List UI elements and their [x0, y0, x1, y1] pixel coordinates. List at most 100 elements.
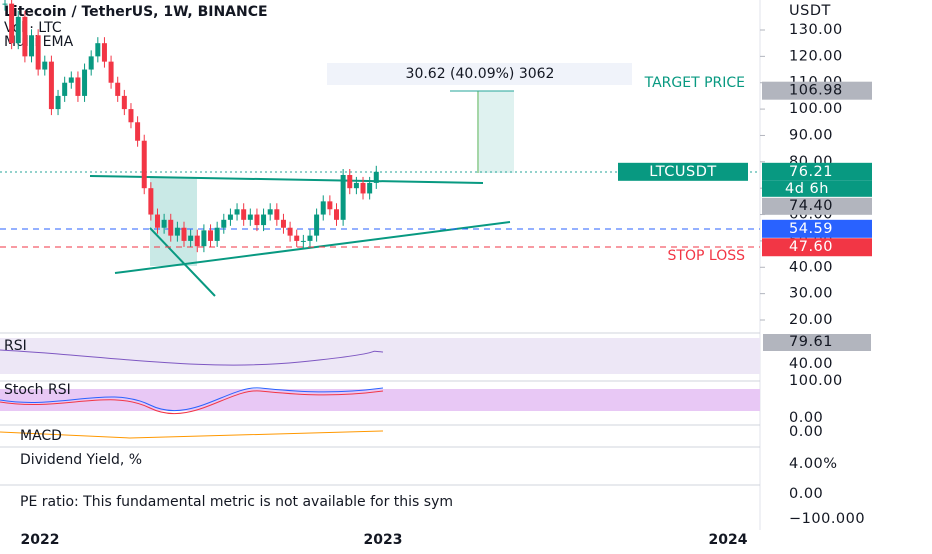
stop-text: STOP LOSS — [668, 248, 746, 264]
symbol-tag-bg — [618, 162, 748, 181]
candle — [168, 219, 174, 236]
rsi-value: 79.61 — [789, 334, 833, 350]
candle — [280, 219, 286, 228]
axis-unit: USDT — [789, 3, 831, 19]
candle — [68, 77, 74, 83]
stoch-line — [0, 387, 384, 411]
candle — [294, 235, 300, 241]
candle — [373, 171, 379, 183]
price-tick-label: 20.00 — [789, 312, 833, 328]
macd-tick: 0.00 — [789, 424, 823, 440]
symbol-title: Litecoin / TetherUS, 1W, BINANCE — [4, 4, 268, 20]
stoch-tick: 0.00 — [789, 410, 823, 426]
pane-title: MACD — [20, 428, 62, 444]
candle — [29, 35, 35, 57]
candle — [267, 209, 273, 215]
rsi-tick: 40.00 — [789, 356, 833, 372]
candle — [2, 3, 8, 5]
candle — [340, 175, 346, 220]
resistance-line — [89, 175, 484, 184]
candle — [347, 175, 353, 189]
rsi-badge — [763, 334, 871, 351]
candle — [82, 69, 88, 96]
stoch-band — [0, 389, 760, 411]
candle — [154, 214, 160, 228]
candle — [334, 209, 339, 220]
candle — [353, 182, 359, 189]
time-label: 2022 — [21, 532, 60, 548]
symbol-tag: LTCUSDT — [649, 164, 717, 180]
last-label: 76.21 — [789, 164, 833, 180]
stop-badge — [762, 238, 872, 257]
time-label: 2024 — [709, 532, 748, 548]
price-tick-label: 40.00 — [789, 259, 833, 275]
macd-line — [0, 430, 384, 439]
ema-badge — [762, 197, 872, 215]
candle — [22, 16, 28, 57]
candle — [115, 82, 121, 96]
candle — [201, 230, 207, 247]
candle — [15, 16, 21, 44]
candle — [360, 182, 366, 194]
pane-title: Dividend Yield, % — [20, 452, 142, 468]
candle — [174, 227, 180, 236]
candle — [188, 235, 194, 241]
candle — [95, 43, 101, 57]
candle — [320, 201, 326, 215]
candle — [161, 219, 167, 228]
candle — [227, 214, 233, 220]
candle — [9, 3, 15, 44]
candle — [327, 201, 333, 210]
target-text: TARGET PRICE — [644, 75, 745, 91]
candle — [88, 56, 94, 70]
ema-label: 74.40 — [789, 198, 833, 214]
stop-label: 47.60 — [789, 239, 833, 255]
candle — [261, 214, 267, 226]
price-tick-label: 130.00 — [789, 22, 843, 38]
candle — [35, 35, 41, 70]
target-box — [478, 91, 514, 173]
price-tick-label: 90.00 — [789, 127, 833, 143]
last-badge — [762, 162, 872, 181]
candle — [221, 219, 227, 228]
rsi-line — [0, 349, 384, 366]
candle — [55, 95, 61, 110]
wedge-line — [149, 227, 216, 297]
stoch-tick: 100.00 — [789, 373, 843, 389]
candle — [128, 109, 134, 123]
dividend-tick: 4.00% — [789, 456, 838, 472]
support-label: 54.59 — [789, 221, 833, 237]
price-tick-label: 120.00 — [789, 48, 843, 64]
candle — [274, 209, 280, 220]
countdown: 4d 6h — [785, 181, 829, 197]
pane-title: RSI — [4, 338, 27, 354]
stoch-line — [0, 390, 384, 414]
pane-title: PE ratio: This fundamental metric is not… — [20, 494, 453, 510]
target-label: 106.98 — [789, 83, 843, 99]
candle — [287, 227, 293, 236]
support-badge — [762, 219, 872, 238]
price-tick-label: 30.00 — [789, 286, 833, 302]
candle — [148, 188, 154, 215]
candle — [75, 77, 81, 96]
candle — [307, 235, 313, 241]
rsi-band — [0, 338, 760, 374]
candle — [241, 209, 247, 220]
candle — [121, 95, 127, 110]
candle — [194, 235, 200, 247]
candle — [214, 227, 220, 241]
candle — [254, 214, 260, 226]
candle — [208, 230, 214, 241]
candle — [247, 214, 253, 220]
candle — [300, 240, 306, 242]
pane-title: Stoch RSI — [4, 382, 71, 398]
pe-tick: 0.00 — [789, 486, 823, 502]
pe-tick: −100.000 — [789, 511, 865, 527]
candle — [234, 209, 240, 215]
target-badge — [762, 81, 872, 100]
time-label: 2023 — [364, 532, 403, 548]
candle — [101, 43, 107, 62]
measure-box — [327, 63, 632, 85]
candle — [181, 227, 187, 241]
